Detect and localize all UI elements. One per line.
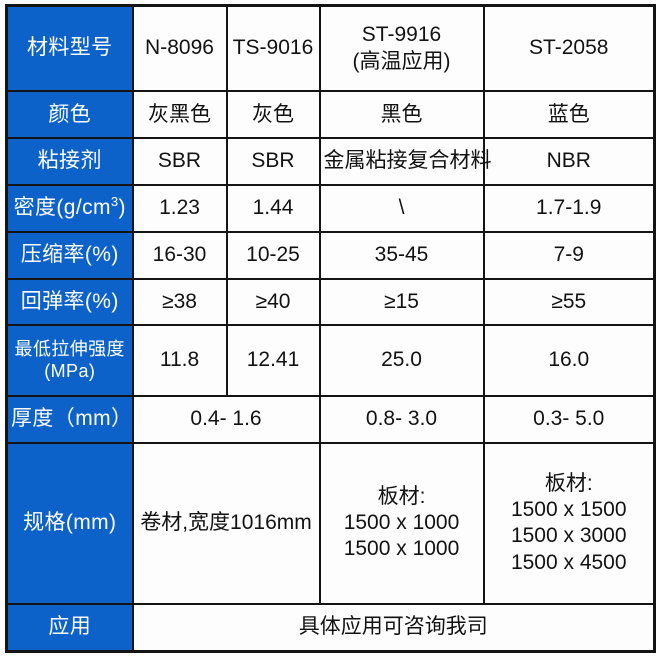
row-label-color: 颜色 bbox=[5, 90, 134, 140]
cell-model-1: N-8096 bbox=[131, 4, 228, 93]
cell-spec-3-line2: 1500 x 1000 bbox=[343, 511, 460, 535]
cell-model-4: ST-2058 bbox=[482, 4, 656, 93]
table-row-thickness: 厚度（mm） 0.4- 1.6 0.8- 3.0 0.3- 5.0 bbox=[5, 394, 656, 444]
cell-rebound-3: ≥15 bbox=[318, 277, 485, 327]
cell-compression-3: 35-45 bbox=[318, 230, 485, 280]
row-label-density-suffix: ) bbox=[118, 196, 126, 220]
cell-tensile-3: 25.0 bbox=[318, 324, 485, 397]
table-row-adhesive: 粘接剂 SBR SBR 金属粘接复合材料 NBR bbox=[5, 137, 656, 186]
row-label-density-prefix: 密度(g/cm bbox=[13, 196, 111, 220]
cell-density-3: \ bbox=[318, 183, 485, 233]
cell-spec-3-line3: 1500 x 1000 bbox=[343, 537, 460, 561]
cell-color-1: 灰黑色 bbox=[131, 90, 228, 140]
cell-model-2: TS-9016 bbox=[225, 4, 321, 93]
cell-density-1: 1.23 bbox=[131, 183, 228, 233]
cell-rebound-4: ≥55 bbox=[482, 277, 656, 327]
cell-spec-4-line4: 1500 x 4500 bbox=[510, 550, 627, 574]
cell-adhesive-1: SBR bbox=[131, 137, 228, 186]
cell-spec-3-line1: 板材: bbox=[377, 484, 426, 508]
table-row-compression: 压缩率(%) 16-30 10-25 35-45 7-9 bbox=[5, 230, 656, 280]
table-row-model: 材料型号 N-8096 TS-9016 ST-9916 (高温应用) ST-20… bbox=[5, 4, 656, 93]
row-label-spec: 规格(mm) bbox=[5, 441, 134, 605]
row-label-adhesive: 粘接剂 bbox=[5, 137, 134, 186]
cell-color-2: 灰色 bbox=[225, 90, 321, 140]
cell-model-3-line2: (高温应用) bbox=[352, 49, 451, 73]
cell-tensile-1: 11.8 bbox=[131, 324, 228, 397]
table-row-application: 应用 具体应用可咨询我司 bbox=[5, 602, 656, 653]
cell-adhesive-4: NBR bbox=[482, 137, 656, 186]
cell-model-3: ST-9916 (高温应用) bbox=[318, 4, 485, 93]
cell-color-4: 蓝色 bbox=[482, 90, 656, 140]
row-label-density-superscript: 3 bbox=[110, 194, 119, 210]
table-row-spec: 规格(mm) 卷材,宽度1016mm 板材: 1500 x 1000 1500 … bbox=[5, 441, 656, 605]
row-label-compression: 压缩率(%) bbox=[5, 230, 134, 280]
cell-adhesive-3: 金属粘接复合材料 bbox=[318, 137, 492, 186]
cell-compression-4: 7-9 bbox=[482, 230, 656, 280]
row-label-application: 应用 bbox=[5, 602, 134, 653]
cell-application-note: 具体应用可咨询我司 bbox=[131, 602, 656, 653]
table-row-rebound: 回弹率(%) ≥38 ≥40 ≥15 ≥55 bbox=[5, 277, 656, 327]
cell-adhesive-2: SBR bbox=[225, 137, 321, 186]
cell-density-2: 1.44 bbox=[225, 183, 321, 233]
cell-thickness-12: 0.4- 1.6 bbox=[131, 394, 321, 444]
cell-compression-1: 16-30 bbox=[131, 230, 228, 280]
cell-rebound-1: ≥38 bbox=[131, 277, 228, 327]
material-specification-table: 材料型号 N-8096 TS-9016 ST-9916 (高温应用) ST-20… bbox=[5, 4, 656, 653]
cell-color-3: 黑色 bbox=[318, 90, 485, 140]
row-label-density: 密度(g/cm3) bbox=[5, 183, 134, 233]
cell-compression-2: 10-25 bbox=[225, 230, 321, 280]
cell-spec-12: 卷材,宽度1016mm bbox=[131, 441, 321, 605]
table-row-tensile: 最低拉伸强度 (MPa) 11.8 12.41 25.0 16.0 bbox=[5, 324, 656, 397]
cell-spec-4-line3: 1500 x 3000 bbox=[510, 524, 627, 548]
cell-density-4: 1.7-1.9 bbox=[482, 183, 656, 233]
row-label-tensile-line1: 最低拉伸强度 bbox=[14, 339, 125, 360]
cell-rebound-2: ≥40 bbox=[225, 277, 321, 327]
cell-spec-4-line2: 1500 x 1500 bbox=[510, 498, 627, 522]
cell-spec-3: 板材: 1500 x 1000 1500 x 1000 bbox=[318, 441, 485, 605]
table-row-density: 密度(g/cm3) 1.23 1.44 \ 1.7-1.9 bbox=[5, 183, 656, 233]
cell-spec-4: 板材: 1500 x 1500 1500 x 3000 1500 x 4500 bbox=[482, 441, 656, 605]
row-label-model: 材料型号 bbox=[5, 4, 134, 93]
cell-spec-4-line1: 板材: bbox=[544, 471, 593, 495]
row-label-tensile: 最低拉伸强度 (MPa) bbox=[5, 324, 134, 397]
cell-tensile-2: 12.41 bbox=[225, 324, 321, 397]
row-label-tensile-line2: (MPa) bbox=[44, 360, 96, 381]
cell-thickness-3: 0.8- 3.0 bbox=[318, 394, 485, 444]
table-row-color: 颜色 灰黑色 灰色 黑色 蓝色 bbox=[5, 90, 656, 140]
row-label-thickness: 厚度（mm） bbox=[5, 394, 134, 444]
cell-thickness-4: 0.3- 5.0 bbox=[482, 394, 656, 444]
cell-tensile-4: 16.0 bbox=[482, 324, 656, 397]
row-label-rebound: 回弹率(%) bbox=[5, 277, 134, 327]
cell-model-3-line1: ST-9916 bbox=[361, 23, 442, 47]
